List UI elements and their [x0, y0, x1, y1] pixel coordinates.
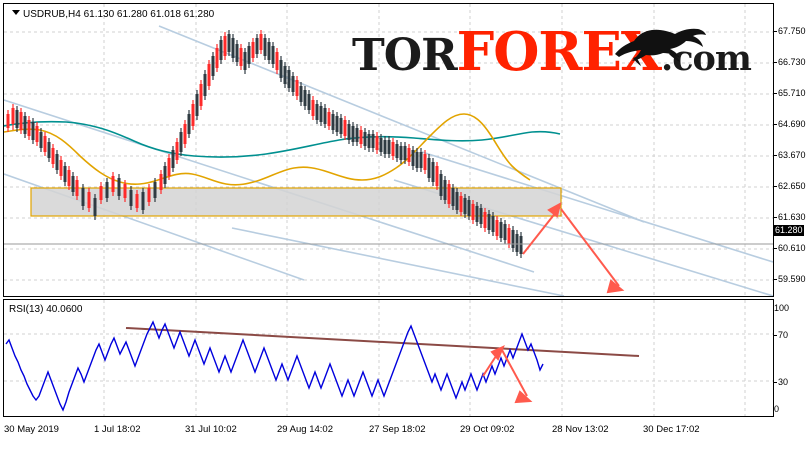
price-forecast-arrows	[522, 202, 625, 294]
rsi-indicator-panel[interactable]: RSI(13) 40.0600	[3, 299, 774, 417]
rsi-grid	[4, 300, 773, 416]
y-tick: 66.730	[774, 58, 806, 67]
price-panel-header: USDRUB,H4 61.130 61.280 61.018 61.280	[12, 9, 214, 20]
y-tick: 65.710	[774, 89, 806, 98]
rsi-chart-svg	[4, 300, 773, 416]
y-tick: 60.610	[774, 244, 806, 253]
symbol-ohlc-text: USDRUB,H4 61.130 61.280 61.018 61.280	[23, 9, 215, 20]
current-price-tag: 61.280	[774, 225, 804, 236]
price-chart-svg	[4, 4, 773, 296]
y-tick: 62.650	[774, 182, 806, 191]
rsi-plot-area[interactable]	[4, 300, 773, 416]
y-tick: 70	[774, 331, 788, 340]
y-tick: 67.750	[774, 27, 806, 36]
ma-fast-line	[4, 113, 531, 186]
y-tick: 0	[774, 404, 780, 414]
x-tick-label: 30 May 2019	[4, 424, 59, 435]
rsi-y-axis: 100 70 30 0	[774, 299, 811, 417]
x-tick-label: 28 Nov 13:02	[552, 424, 609, 435]
rsi-panel-header: RSI(13) 40.0600	[9, 304, 83, 315]
rsi-line	[5, 320, 544, 412]
chevron-down-icon[interactable]	[12, 10, 20, 15]
x-tick-label: 30 Dec 17:02	[643, 424, 700, 435]
x-tick-label: 31 Jul 10:02	[185, 424, 237, 435]
y-tick: 61.630	[774, 213, 806, 222]
price-plot-area[interactable]	[4, 4, 773, 296]
rsi-forecast-arrows	[482, 345, 533, 404]
x-tick-label: 29 Aug 14:02	[277, 424, 333, 435]
ma-slow-line	[4, 120, 561, 158]
price-grid	[4, 4, 773, 296]
x-axis-labels: 30 May 2019 1 Jul 18:02 31 Jul 10:02 29 …	[0, 419, 811, 449]
x-tick-label: 29 Oct 09:02	[460, 424, 515, 435]
bull-icon	[615, 28, 706, 66]
rsi-trendline	[125, 327, 640, 357]
y-tick: 59.590	[774, 275, 806, 284]
x-tick-label: 27 Sep 18:02	[369, 424, 426, 435]
x-tick-label: 1 Jul 18:02	[94, 424, 141, 435]
y-tick: 64.690	[774, 120, 806, 129]
bearish-candles	[15, 30, 523, 258]
y-tick: 63.670	[774, 151, 806, 160]
bullish-candles	[6, 30, 511, 248]
torforex-logo: TORFOREX.com	[352, 26, 752, 81]
candlestick-series	[6, 30, 523, 258]
y-tick: 100	[774, 303, 790, 313]
price-y-axis: 67.750 66.730 65.710 64.690 63.670 62.65…	[774, 3, 811, 297]
y-tick: 30	[774, 378, 788, 387]
logo-tor-text: TOR	[352, 30, 458, 81]
